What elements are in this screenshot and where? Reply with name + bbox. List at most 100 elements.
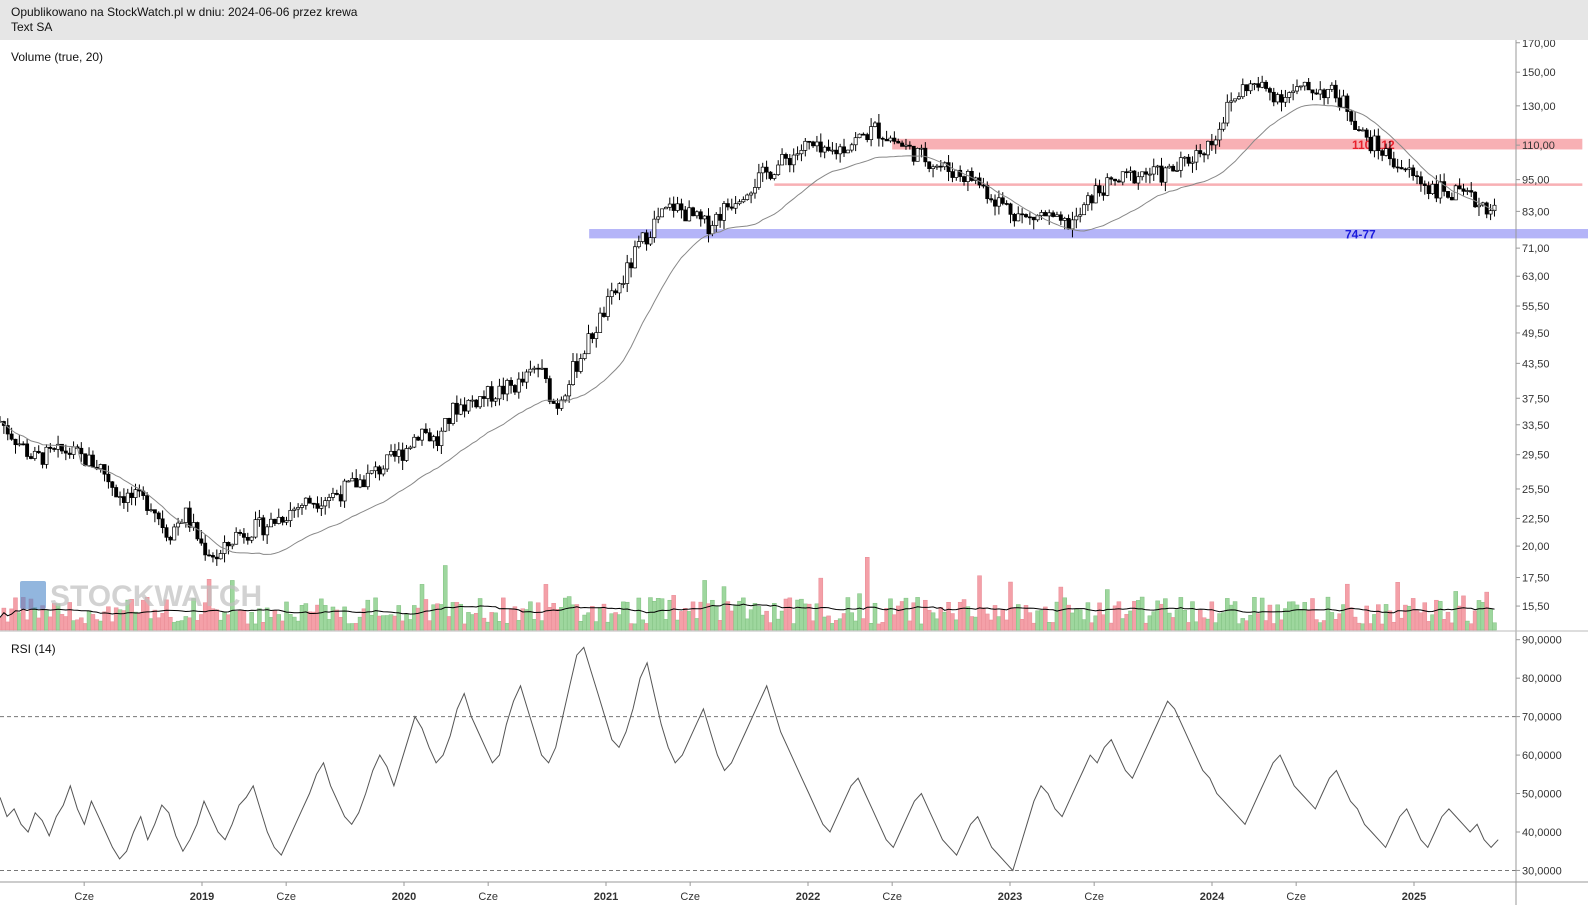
candle-down (21, 443, 26, 446)
candle-down (1415, 175, 1419, 178)
candle-up (1039, 212, 1044, 217)
candle-up (172, 526, 177, 541)
volume-bar-up (1054, 601, 1060, 631)
volume-bar-down (926, 609, 932, 631)
candle-up (1341, 95, 1346, 108)
volume-bar-down (806, 603, 812, 631)
candle-down (950, 171, 955, 178)
candle-up (1194, 150, 1199, 163)
volume-bar-up (593, 621, 599, 631)
volume-bar-down (1089, 622, 1095, 631)
volume-bar-down (152, 609, 158, 631)
candle-down (981, 184, 986, 187)
volume-bar-down (1116, 601, 1122, 631)
volume-bar-up (175, 620, 181, 631)
candle-down (79, 447, 84, 455)
candle-down (377, 466, 382, 475)
candle-down (1449, 197, 1454, 201)
volume-bar-down (1333, 619, 1338, 631)
candle-down (900, 142, 905, 147)
volume-bar-down (214, 609, 220, 631)
volume-bar-up (1213, 622, 1218, 631)
candle-up (1213, 139, 1218, 146)
price-tick-label: 25,50 (1522, 484, 1550, 496)
volume-bar-down (1, 607, 7, 631)
candle-down (1442, 181, 1447, 192)
volume-bar-down (67, 602, 72, 631)
candle-up (369, 470, 374, 474)
candle-up (125, 492, 130, 503)
volume-bar-down (1356, 622, 1362, 631)
volume-bar-down (1023, 605, 1029, 631)
candle-up (1105, 177, 1110, 196)
candle-down (807, 140, 812, 143)
volume-bar-up (230, 580, 235, 631)
candle-down (602, 312, 606, 317)
volume-bar-down (1364, 605, 1369, 631)
price-tick-label: 110,00 (1522, 140, 1555, 152)
candle-up (791, 154, 796, 166)
time-tick-label: 2022 (796, 891, 820, 903)
candle-up (563, 395, 568, 401)
volume-bar-down (82, 623, 88, 631)
volume-bar-up (1341, 604, 1346, 631)
volume-bar-up (148, 618, 154, 631)
volume-bar-down (1201, 617, 1207, 631)
candle-down (892, 137, 897, 142)
volume-bar-up (996, 616, 1002, 631)
volume-bar-down (981, 607, 986, 631)
candle-down (1314, 92, 1319, 95)
candle-down (29, 456, 33, 459)
volume-bar-down (1468, 623, 1474, 631)
candle-down (555, 403, 560, 409)
time-tick-label: 2021 (594, 891, 618, 903)
volume-bar-up (845, 597, 851, 631)
volume-bar-down (679, 611, 684, 631)
candle-down (203, 542, 208, 556)
volume-bar-up (667, 599, 673, 631)
volume-bar-up (721, 586, 727, 631)
candle-down (1349, 111, 1354, 122)
volume-bar-up (191, 598, 196, 631)
candle-up (753, 187, 757, 194)
candle-down (1012, 213, 1017, 222)
candle-down (145, 495, 150, 511)
price-tick-label: 130,00 (1522, 101, 1556, 113)
candle-up (1465, 190, 1470, 192)
volume-bars (0, 557, 1497, 631)
candle-up (528, 368, 533, 373)
candle-down (1469, 190, 1474, 193)
volume-bar-down (392, 615, 398, 631)
time-tick-label: Cze (1084, 891, 1104, 903)
candle-up (1236, 96, 1241, 100)
candle-up (687, 207, 692, 222)
volume-bar-up (1325, 596, 1331, 631)
candle-up (853, 137, 858, 146)
candle-down (1000, 197, 1005, 204)
candle-up (1182, 156, 1187, 159)
volume-bar-down (725, 601, 731, 631)
candle-up (44, 446, 49, 465)
candle-down (187, 507, 192, 528)
candle-up (1283, 97, 1288, 103)
volume-bar-up (98, 620, 103, 631)
volume-bar-down (1197, 609, 1203, 631)
volume-bar-up (744, 618, 750, 631)
volume-bar-down (338, 617, 343, 631)
candle-up (1190, 161, 1195, 164)
volume-bar-down (199, 614, 204, 631)
volume-bar-down (1395, 582, 1400, 631)
candle-up (1155, 165, 1160, 168)
time-tick-label: 2024 (1200, 891, 1225, 903)
candle-up (408, 446, 413, 449)
volume-bar-up (218, 619, 223, 631)
volume-bar-down (1457, 605, 1462, 631)
candle-down (1345, 95, 1350, 112)
candle-up (1287, 92, 1292, 98)
volume-bar-down (1132, 601, 1137, 631)
candle-down (427, 432, 432, 442)
candle-up (702, 215, 707, 220)
volume-moving-average (0, 603, 1495, 618)
volume-bar-down (1368, 623, 1373, 631)
volume-bar-up (849, 612, 855, 631)
